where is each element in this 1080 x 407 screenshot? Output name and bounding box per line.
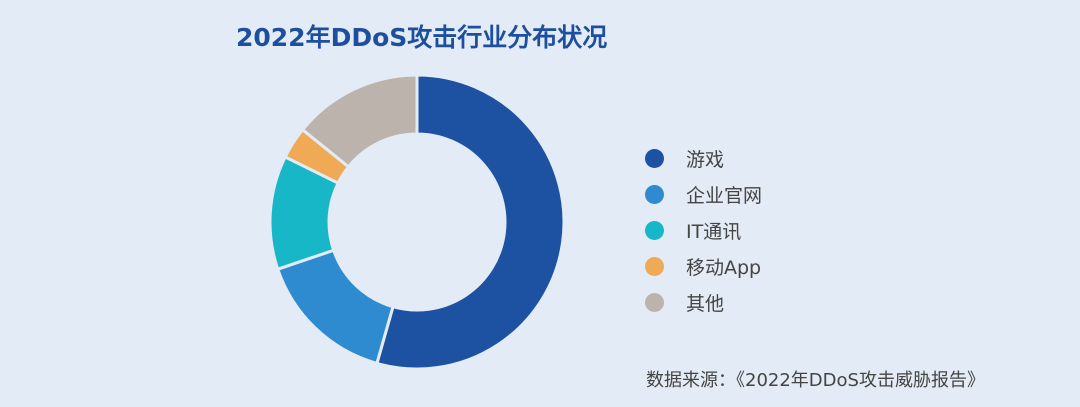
legend-item: IT通讯	[645, 212, 762, 248]
legend-item: 企业官网	[645, 176, 762, 212]
legend-item: 其他	[645, 284, 762, 320]
legend-label: 其他	[686, 292, 725, 315]
legend-label: IT通讯	[686, 220, 742, 243]
legend-item: 移动App	[645, 248, 762, 284]
legend: 游戏企业官网 IT通讯移动App 其他	[645, 140, 762, 320]
slice-0	[375, 73, 566, 371]
slice-4	[300, 73, 419, 169]
legend-swatch	[645, 292, 664, 312]
legend-swatch	[645, 184, 664, 204]
slice-1	[275, 248, 395, 366]
source-note: 数据来源：《2022年DDoS攻击威胁报告》	[646, 370, 985, 391]
legend-label: 移动App	[686, 256, 762, 279]
chart-title: 2022年DDoS攻击行业分布状况	[236, 23, 608, 52]
legend-swatch	[645, 256, 664, 276]
legend-item: 游戏	[645, 140, 762, 176]
legend-label: 游戏	[686, 148, 725, 171]
donut-chart	[268, 73, 566, 371]
legend-swatch	[645, 148, 664, 168]
legend-label: 企业官网	[686, 184, 763, 207]
legend-swatch	[645, 220, 664, 240]
